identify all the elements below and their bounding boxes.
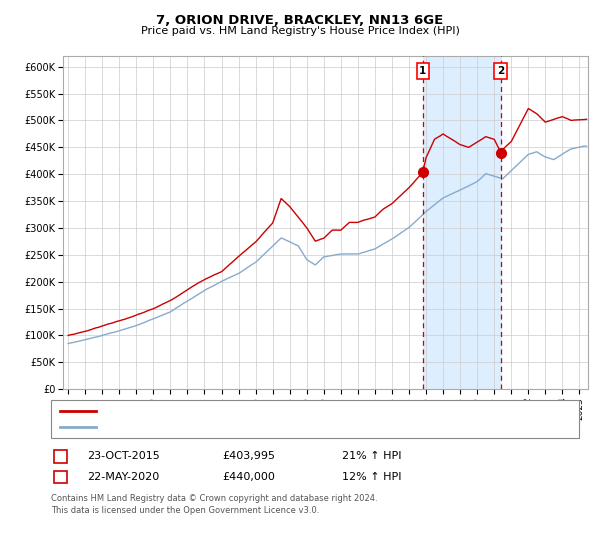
- Text: 2: 2: [57, 472, 64, 482]
- Text: 21% ↑ HPI: 21% ↑ HPI: [342, 451, 401, 461]
- Text: 2: 2: [497, 66, 505, 76]
- Text: Price paid vs. HM Land Registry's House Price Index (HPI): Price paid vs. HM Land Registry's House …: [140, 26, 460, 36]
- Bar: [423, 56, 501, 389]
- Text: £440,000: £440,000: [222, 472, 275, 482]
- Text: £403,995: £403,995: [222, 451, 275, 461]
- Text: Contains HM Land Registry data © Crown copyright and database right 2024.
This d: Contains HM Land Registry data © Crown c…: [51, 494, 377, 515]
- Text: HPI: Average price, detached house, West Northamptonshire: HPI: Average price, detached house, West…: [100, 422, 417, 432]
- Text: 1: 1: [57, 451, 64, 461]
- Text: 7, ORION DRIVE, BRACKLEY, NN13 6GE (detached house): 7, ORION DRIVE, BRACKLEY, NN13 6GE (deta…: [100, 405, 398, 416]
- Text: 12% ↑ HPI: 12% ↑ HPI: [342, 472, 401, 482]
- Text: 1: 1: [419, 66, 427, 76]
- Text: 7, ORION DRIVE, BRACKLEY, NN13 6GE: 7, ORION DRIVE, BRACKLEY, NN13 6GE: [157, 14, 443, 27]
- Text: 23-OCT-2015: 23-OCT-2015: [87, 451, 160, 461]
- Text: 22-MAY-2020: 22-MAY-2020: [87, 472, 159, 482]
